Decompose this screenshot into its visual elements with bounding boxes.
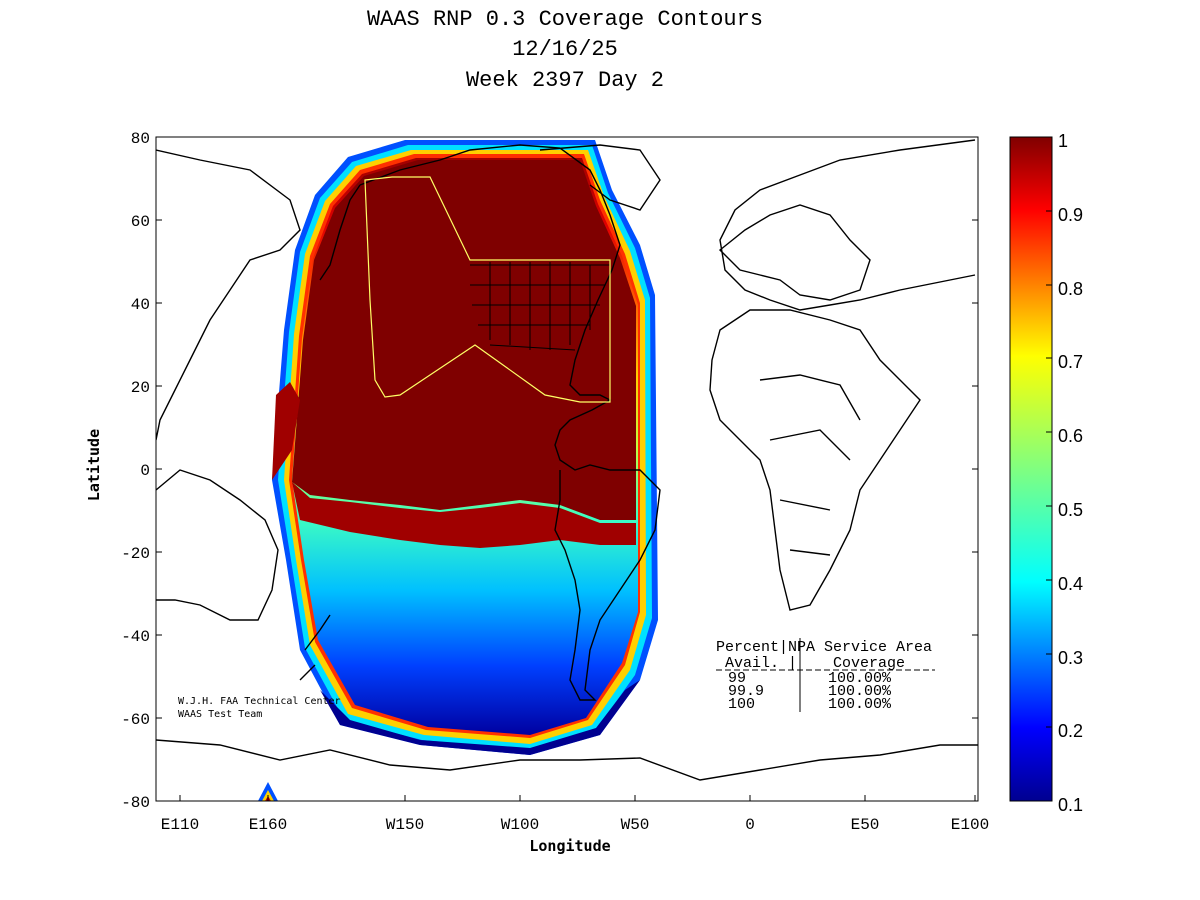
table-row-avail: 99.9 [728, 683, 764, 700]
colorbar-tick-label: 0.9 [1058, 205, 1083, 225]
table-row-coverage: 100.00% [828, 696, 892, 713]
table-header-2: Avail. | Coverage [716, 655, 932, 672]
npa-service-area-outline [364, 176, 611, 403]
y-tick-label: 0 [140, 462, 150, 480]
x-axis [179, 795, 976, 801]
colorbar-tick-label: 0.1 [1058, 795, 1083, 815]
us-state-lines [470, 262, 610, 351]
y-tick-label: -40 [121, 628, 150, 646]
colorbar-tick-label: 0.2 [1058, 721, 1083, 741]
colorbar-tick-label: 0.6 [1058, 426, 1083, 446]
table-row-coverage: 100.00% [828, 683, 892, 700]
colorbar-tick-label: 0.3 [1058, 648, 1083, 668]
y-tick-label: -20 [121, 545, 150, 563]
continent-outlines [156, 139, 978, 781]
credit-line-1: W.J.H. FAA Technical Center [178, 696, 341, 707]
x-tick-label: E160 [249, 816, 287, 834]
colorbar-tick-label: 0.7 [1058, 352, 1083, 372]
x-tick-label: E50 [851, 816, 880, 834]
x-tick-label: W100 [501, 816, 539, 834]
colorbar-ticks [1046, 136, 1052, 802]
y-axis [156, 136, 978, 802]
x-tick-label: W150 [386, 816, 424, 834]
x-tick-label: 0 [745, 816, 755, 834]
y-tick-label: 40 [131, 296, 150, 314]
x-tick-label: E100 [951, 816, 989, 834]
y-tick-label: -60 [121, 711, 150, 729]
colorbar-labels: 1 0.9 0.8 0.7 0.6 0.5 0.4 0.3 0.2 0.1 [1058, 131, 1083, 815]
credit-line-2: WAAS Test Team [178, 709, 262, 720]
y-tick-label: 20 [131, 379, 150, 397]
colorbar-tick-label: 1 [1058, 131, 1068, 151]
table-row-coverage: 100.00% [828, 670, 892, 687]
colorbar-tick-label: 0.8 [1058, 279, 1083, 299]
availability-table: Percent|NPA Service Area Avail. | Covera… [716, 638, 935, 713]
y-tick-label: 60 [131, 213, 150, 231]
x-tick-labels: E110 E160 W150 W100 W50 0 E50 E100 [161, 816, 989, 834]
y-axis-label: Latitude [85, 429, 103, 501]
table-row-avail: 99 [728, 670, 746, 687]
x-tick-label: W50 [621, 816, 650, 834]
chart-title-line-1: WAAS RNP 0.3 Coverage Contours [366, 7, 764, 32]
chart-title-line-3: Week 2397 Day 2 [465, 68, 665, 93]
table-row-avail: 100 [728, 696, 755, 713]
chart-title-line-2: 12/16/25 [512, 37, 618, 62]
colorbar-tick-label: 0.5 [1058, 500, 1083, 520]
coverage-full-availability [292, 160, 636, 520]
colorbar [1009, 136, 1053, 802]
y-tick-label: -80 [121, 794, 150, 812]
y-tick-label: 80 [131, 130, 150, 148]
colorbar-tick-label: 0.4 [1058, 574, 1083, 594]
y-tick-labels: 80 60 40 20 0 -20 -40 -60 -80 [121, 130, 150, 812]
table-header-1: Percent|NPA Service Area [716, 639, 932, 656]
x-axis-label: Longitude [529, 837, 610, 855]
x-tick-label: E110 [161, 816, 199, 834]
